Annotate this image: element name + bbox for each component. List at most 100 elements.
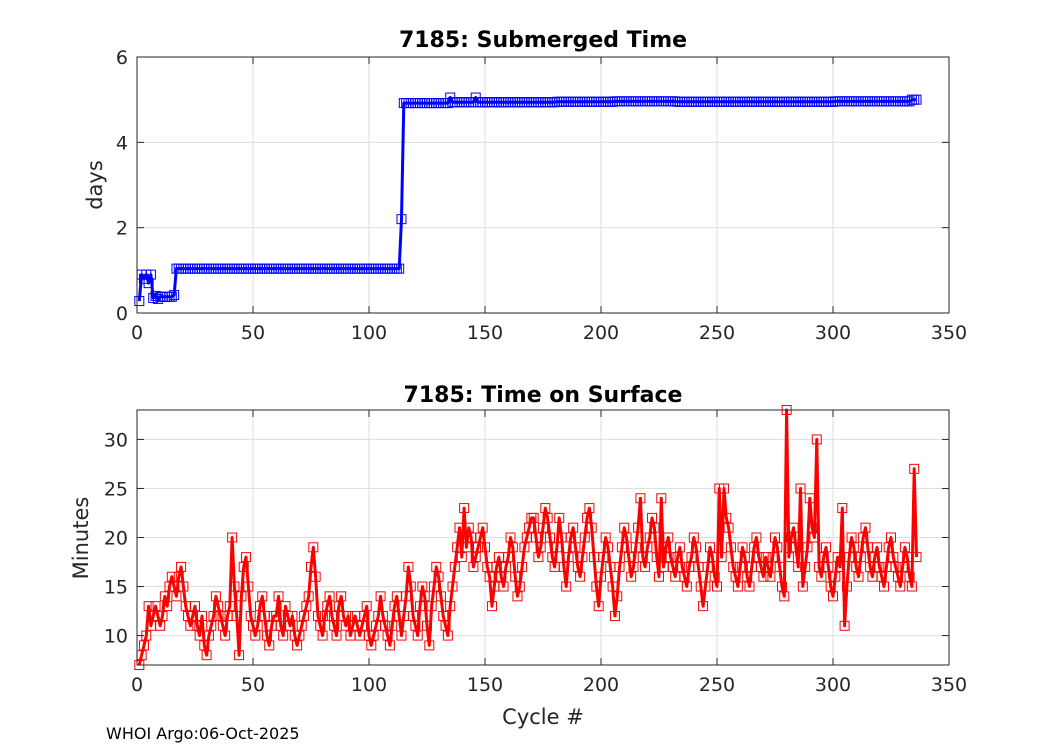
surface-time-point: [869, 552, 880, 563]
surface-time-point: [886, 532, 896, 543]
surface-time-point: [635, 493, 646, 504]
surface-time-xtick-label: 50: [241, 674, 265, 696]
surface-time-point: [640, 561, 651, 572]
surface-time-point: [380, 620, 391, 631]
surface-time-point: [686, 552, 697, 563]
surface-time-point: [797, 581, 808, 592]
surface-time-point: [823, 561, 834, 572]
surface-time-point: [832, 552, 843, 563]
surface-time-point: [730, 571, 741, 582]
surface-time-point: [654, 571, 664, 582]
surface-time-point: [389, 601, 400, 612]
surface-time-point: [296, 620, 307, 631]
surface-time-point: [732, 581, 743, 592]
surface-time-point: [440, 620, 451, 631]
surface-time-point: [287, 610, 298, 621]
surface-time-point: [883, 542, 894, 553]
surface-time-point: [208, 610, 219, 621]
surface-time-point: [319, 610, 330, 621]
surface-time-point: [477, 522, 488, 533]
surface-time-point: [447, 581, 458, 592]
surface-time-point: [190, 601, 200, 612]
surface-time-point: [408, 610, 419, 621]
surface-time-point: [236, 591, 247, 602]
surface-time-point: [772, 542, 783, 553]
surface-time-point: [210, 591, 221, 602]
surface-time-point: [245, 610, 256, 621]
surface-time-point: [366, 640, 377, 651]
surface-time-point: [855, 552, 866, 563]
surface-time-point: [243, 581, 254, 592]
surface-time-point: [841, 581, 852, 592]
surface-time-point: [185, 620, 196, 631]
surface-time-point: [716, 552, 727, 563]
surface-time-point: [712, 581, 722, 592]
surface-time-point: [575, 571, 586, 582]
surface-time-point: [783, 552, 794, 563]
surface-time-point: [821, 542, 832, 553]
surface-time-point: [756, 561, 767, 572]
surface-time-point: [331, 630, 342, 641]
surface-time-point: [899, 542, 910, 553]
surface-time-point: [470, 552, 481, 563]
surface-time-point: [343, 610, 354, 621]
surface-time-point: [387, 620, 398, 631]
surface-time-point: [721, 512, 732, 523]
surface-time-point: [540, 503, 551, 514]
surface-time-point: [531, 532, 542, 543]
surface-time-point: [760, 552, 771, 563]
surface-time-point: [742, 571, 753, 582]
surface-time-point: [280, 601, 291, 612]
surface-time-point: [336, 591, 347, 602]
submerged-time-xtick-label: 250: [699, 322, 735, 344]
surface-time-ytick-label: 15: [104, 577, 128, 599]
surface-time-point: [445, 601, 456, 612]
surface-time-point: [484, 571, 495, 582]
surface-time-point: [811, 434, 822, 445]
surface-time-point: [816, 571, 827, 582]
surface-time-point: [735, 561, 746, 572]
surface-time-point: [598, 552, 609, 563]
submerged-time-point: [169, 290, 180, 301]
surface-time-point: [790, 542, 801, 553]
surface-time-point: [206, 620, 217, 631]
surface-time-point: [848, 542, 859, 553]
surface-time-point: [802, 542, 813, 553]
submerged-time-xtick-label: 350: [931, 322, 967, 344]
surface-time-point: [642, 542, 653, 553]
surface-time-point: [879, 581, 890, 592]
surface-time-point: [405, 581, 416, 592]
surface-time-point: [422, 620, 432, 631]
surface-time-point: [514, 581, 525, 592]
surface-time-point: [626, 571, 637, 582]
surface-time-point: [475, 532, 486, 543]
surface-time-point: [596, 571, 606, 582]
submerged-time-ytick-label: 6: [116, 47, 128, 69]
surface-time-point: [702, 561, 713, 572]
surface-time-point: [178, 581, 189, 592]
surface-time-point: [310, 571, 321, 582]
surface-time-point: [234, 650, 245, 661]
surface-time-point: [876, 571, 887, 582]
surface-time-point: [254, 601, 265, 612]
surface-time-point: [739, 552, 750, 563]
submerged-time-xtick-label: 50: [241, 322, 265, 344]
surface-time-point: [326, 610, 337, 621]
surface-time-point: [628, 561, 639, 572]
surface-time-xtick-label: 200: [583, 674, 619, 696]
surface-time-point: [473, 542, 484, 553]
surface-time-point: [138, 640, 149, 651]
surface-time-point: [909, 463, 920, 474]
submerged-time-xtick-label: 0: [131, 322, 143, 344]
surface-time-point: [809, 532, 820, 543]
surface-time-point: [203, 630, 214, 641]
surface-time-point: [616, 542, 627, 553]
surface-time-point: [793, 561, 804, 572]
surface-time-point: [602, 542, 613, 553]
submerged-time-ytick-label: 0: [116, 303, 128, 325]
surface-time-point: [647, 512, 658, 523]
surface-time-point: [500, 561, 511, 572]
surface-time-point: [278, 630, 289, 641]
surface-time-point: [763, 561, 774, 572]
